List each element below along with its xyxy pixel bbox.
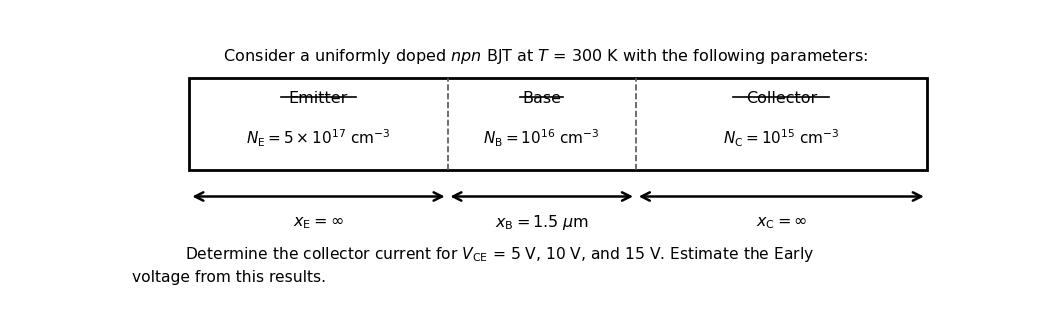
Bar: [189, 78, 927, 170]
Text: $x_{\mathrm{C}} = \infty$: $x_{\mathrm{C}} = \infty$: [756, 215, 808, 231]
Text: Emitter: Emitter: [289, 91, 348, 106]
Text: $\,$ Consider a uniformly doped $\it{npn}$ BJT at $\it{T}$ = 300 K with the foll: $\,$ Consider a uniformly doped $\it{npn…: [216, 47, 868, 66]
Text: Determine the collector current for $V_{\mathrm{CE}}$ = 5 V, 10 V, and 15 V. Est: Determine the collector current for $V_{…: [185, 245, 815, 264]
Text: voltage from this results.: voltage from this results.: [132, 270, 327, 285]
Text: Collector: Collector: [745, 91, 817, 106]
Text: $N_{\mathrm{B}} = 10^{16}$ cm$^{-3}$: $N_{\mathrm{B}} = 10^{16}$ cm$^{-3}$: [483, 128, 600, 149]
Text: $x_{\mathrm{B}} = 1.5\;\mu$m: $x_{\mathrm{B}} = 1.5\;\mu$m: [495, 213, 589, 232]
Text: Base: Base: [522, 91, 561, 106]
Text: $N_{\mathrm{C}} = 10^{15}$ cm$^{-3}$: $N_{\mathrm{C}} = 10^{15}$ cm$^{-3}$: [723, 128, 839, 149]
Text: $x_{\mathrm{E}} = \infty$: $x_{\mathrm{E}} = \infty$: [293, 215, 344, 231]
Text: $N_{\mathrm{E}} = 5\times10^{17}$ cm$^{-3}$: $N_{\mathrm{E}} = 5\times10^{17}$ cm$^{-…: [246, 128, 391, 149]
